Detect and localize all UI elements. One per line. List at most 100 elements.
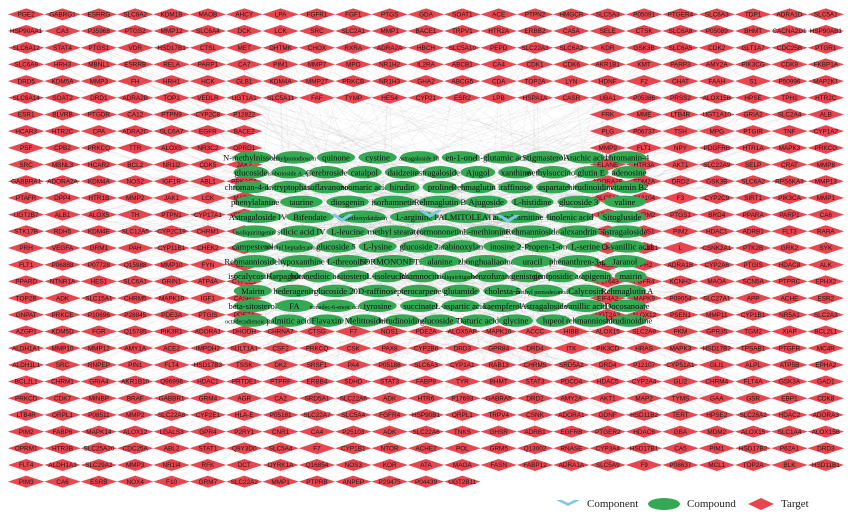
- target-node: P05091: [625, 8, 663, 21]
- target-node: TGM2: [734, 325, 772, 338]
- target-label: KDM1B: [161, 12, 183, 19]
- target-label: CHRM5: [124, 295, 147, 302]
- compound-label: diosgenin: [331, 197, 365, 207]
- target-node: GABBRA1: [8, 175, 45, 188]
- target-diamond-icon: [748, 498, 774, 510]
- target-label: FH: [131, 78, 140, 85]
- target-label: CDK1: [527, 62, 544, 69]
- target-label: SLC25A20: [83, 445, 114, 452]
- target-label: TH: [131, 212, 140, 219]
- target-node: FGF1: [335, 8, 372, 21]
- target-label: PTGS1: [670, 212, 691, 219]
- edge: [425, 14, 592, 173]
- target-label: GDNF: [599, 412, 617, 419]
- target-label: HTR1B: [88, 195, 109, 202]
- target-node: DHTMK: [262, 41, 299, 54]
- target-node: BLVRB: [44, 108, 81, 121]
- compound-label: uracil: [523, 256, 543, 266]
- target-label: FABP12: [523, 462, 547, 469]
- target-node: P05386: [625, 91, 663, 104]
- target-node: PTGER2: [589, 425, 626, 438]
- target-node: GPR4: [189, 425, 227, 438]
- target-label: ABL2: [164, 445, 180, 452]
- target-node: ESRB: [80, 475, 118, 488]
- edge: [498, 14, 516, 173]
- target-label: HSD17B1: [630, 445, 659, 452]
- target-node: ORPL1: [44, 408, 81, 421]
- target-node: ADRA2B: [117, 91, 154, 104]
- target-node: TRPV4: [480, 408, 517, 421]
- edge: [135, 172, 252, 265]
- target-label: PARP1: [779, 212, 800, 219]
- target-label: BHMT: [490, 379, 508, 386]
- target-node: PEPD: [480, 41, 517, 54]
- target-node: SLC5A1: [807, 8, 844, 21]
- target-label: P05186: [379, 362, 401, 369]
- target-label: KOR: [383, 462, 397, 469]
- target-label: MMP10: [52, 345, 74, 352]
- target-label: EPHA2: [815, 362, 836, 369]
- target-label: ALPL: [745, 362, 761, 369]
- target-label: PAH: [129, 245, 142, 252]
- target-label: SLC6A12: [12, 45, 40, 52]
- compound-node: raffinose: [498, 180, 534, 194]
- compound-node: alanine: [418, 255, 462, 268]
- target-label: TSH: [674, 128, 687, 135]
- target-node: NTNR1A: [44, 275, 81, 288]
- target-node: PIM2: [8, 425, 45, 438]
- target-label: ALOX12: [123, 429, 148, 436]
- target-node: EPHX2: [807, 275, 844, 288]
- target-label: GLB1: [236, 78, 253, 85]
- compound-node: astragaloside I: [415, 166, 465, 179]
- target-node: UGT2B11: [444, 475, 481, 488]
- target-label: PTGR1: [815, 45, 837, 52]
- target-label: PTPN9: [161, 112, 182, 119]
- target-node: HSD17B3: [189, 358, 227, 371]
- target-node: AZGP1: [8, 325, 45, 338]
- target-label: MMP3: [90, 78, 109, 85]
- target-node: CA5: [662, 442, 699, 455]
- edge: [252, 305, 790, 416]
- target-node: TPSAB1: [734, 342, 772, 355]
- target-node: CPA: [80, 125, 118, 138]
- compound-node: glutin E: [573, 166, 609, 179]
- target-label: FGFR1: [306, 12, 327, 19]
- target-label: HSD17B1: [157, 45, 186, 52]
- target-node: GRIA4: [80, 375, 118, 388]
- target-label: BCL2L1: [15, 379, 39, 386]
- compound-node: glucoside: [233, 166, 269, 179]
- target-label: P05091: [633, 12, 655, 19]
- target-node: PTPN2: [516, 8, 554, 21]
- compound-label: nonadec-6-enoic acid: [309, 304, 363, 311]
- target-node: ATA: [407, 458, 445, 471]
- target-label: AMY2A: [706, 62, 728, 69]
- compound-label: zhonghualiaoine: [458, 256, 515, 266]
- target-label: PTPRC: [779, 279, 801, 286]
- target-label: SULT1A1: [231, 345, 259, 352]
- target-label: ABCG5: [452, 78, 474, 85]
- target-label: PA4: [347, 362, 359, 369]
- target-node: MAPK3: [662, 342, 699, 355]
- target-node: FLT4: [153, 358, 190, 371]
- target-label: HTR1A: [743, 145, 765, 152]
- target-label: SLC5A10: [449, 45, 477, 52]
- target-label: HRAS: [635, 345, 653, 352]
- target-node: P35968: [80, 25, 118, 38]
- target-label: STAT3: [526, 379, 545, 386]
- target-node: SLC22A6: [407, 425, 445, 438]
- target-node: CDK9: [771, 58, 808, 71]
- target-label: GLI2: [674, 379, 688, 386]
- target-node: HDAC8: [771, 258, 808, 271]
- target-label: ALDH1A3: [48, 462, 77, 469]
- edge: [252, 247, 826, 292]
- target-label: PIM1: [709, 445, 724, 452]
- target-label: PTGDR: [88, 112, 111, 119]
- target-label: RARA: [817, 229, 835, 236]
- target-node: UGT2B7: [8, 208, 45, 221]
- target-label: SLC2A4: [778, 112, 802, 119]
- target-node: FGR: [80, 325, 118, 338]
- compound-label: methylsuccinoyl: [525, 167, 582, 177]
- target-label: RXRA: [344, 45, 362, 52]
- target-node: P28845: [117, 308, 154, 321]
- target-label: CDK5: [199, 162, 216, 169]
